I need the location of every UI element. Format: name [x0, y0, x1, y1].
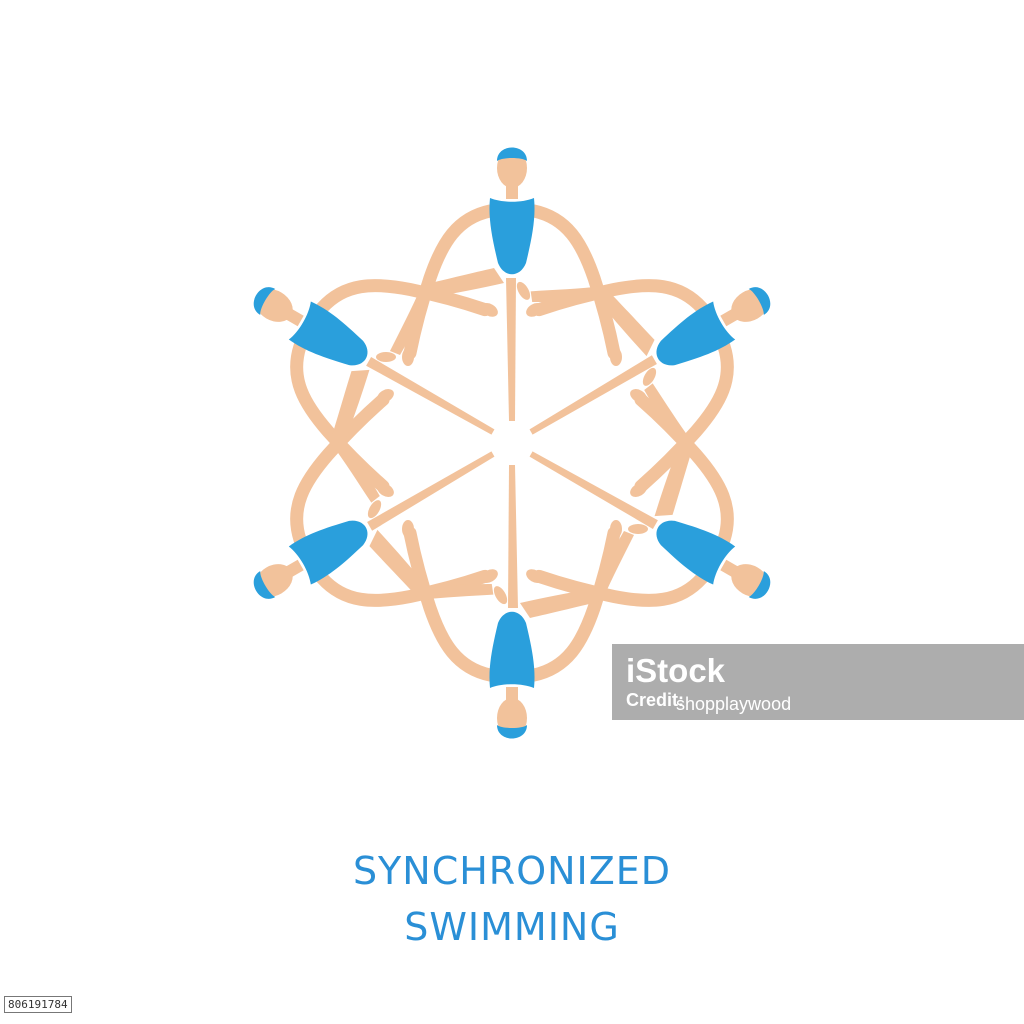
swimmer-3 — [476, 336, 836, 686]
caption-line-1: SYNCHRONIZED — [352, 849, 672, 893]
stock-watermark: iStock Credit: shopplaywood — [612, 644, 1024, 720]
watermark-credit-prefix: Credit: — [626, 690, 684, 710]
swimmer-6 — [188, 200, 548, 550]
watermark-logo: iStock — [626, 652, 726, 689]
image-id-label: 806191784 — [4, 996, 72, 1013]
caption-line-2: SWIMMING — [404, 905, 620, 949]
watermark-credit-name: shopplaywood — [676, 694, 792, 714]
